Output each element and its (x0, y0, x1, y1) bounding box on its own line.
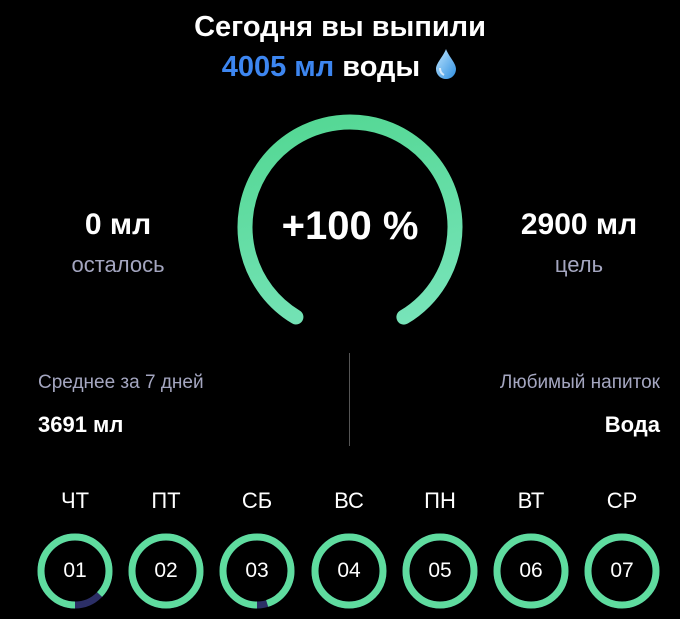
day-number: 04 (337, 559, 361, 582)
day-ring-progress (128, 533, 204, 609)
day-label: ВТ (517, 488, 545, 513)
progress-percent: +100 % (281, 204, 419, 248)
day-progress-ring[interactable] (307, 529, 391, 613)
remaining-value: 0 мл (84, 208, 152, 241)
day-progress-ring[interactable] (33, 529, 117, 613)
day-label: СБ (241, 488, 273, 513)
day-label: ПН (424, 488, 456, 513)
day-label: ПТ (151, 488, 181, 513)
header-title: Сегодня вы выпили (194, 11, 486, 43)
day-label: ЧТ (60, 488, 90, 513)
day-label: ВС (334, 488, 364, 513)
day-number: 07 (610, 559, 634, 582)
goal-value: 2900 мл (520, 208, 638, 241)
day-number: 05 (428, 559, 452, 582)
average-label: Среднее за 7 дней (38, 372, 204, 393)
main-progress-arc (237, 114, 463, 340)
water-drop-icon (436, 49, 457, 79)
average-block: Среднее за 7 дней 3691 мл (38, 372, 204, 438)
average-value: 3691 мл (38, 412, 124, 437)
day-ring-progress (219, 533, 295, 609)
today-amount: 4005 мл (221, 51, 335, 83)
day-progress-ring[interactable] (489, 529, 573, 613)
day-progress-ring[interactable] (398, 529, 482, 613)
day-ring-progress (311, 533, 387, 609)
day-ring-progress (584, 533, 660, 609)
remaining-block: 0 мл осталось (18, 208, 218, 278)
goal-block: 2900 мл цель (479, 208, 679, 278)
main-progress-ring (237, 114, 463, 340)
day-ring-progress (402, 533, 478, 609)
day-progress-ring[interactable] (215, 529, 299, 613)
day-number: 03 (245, 559, 269, 582)
divider (349, 353, 350, 446)
day-label: СР (606, 488, 638, 513)
day-ring-progress (37, 533, 113, 609)
day-number: 01 (63, 559, 87, 582)
day-progress-ring[interactable] (124, 529, 208, 613)
header-suffix: воды (342, 51, 421, 83)
goal-label: цель (554, 252, 604, 277)
favorite-label: Любимый напиток (499, 372, 660, 393)
favorite-block: Любимый напиток Вода (500, 372, 660, 438)
day-ring-progress (493, 533, 569, 609)
header-subtitle: 4005 мл воды (0, 48, 680, 85)
remaining-label: осталось (71, 252, 165, 277)
day-number: 02 (154, 559, 178, 582)
favorite-value: Вода (604, 412, 660, 437)
day-progress-ring[interactable] (580, 529, 664, 613)
day-number: 06 (519, 559, 543, 582)
